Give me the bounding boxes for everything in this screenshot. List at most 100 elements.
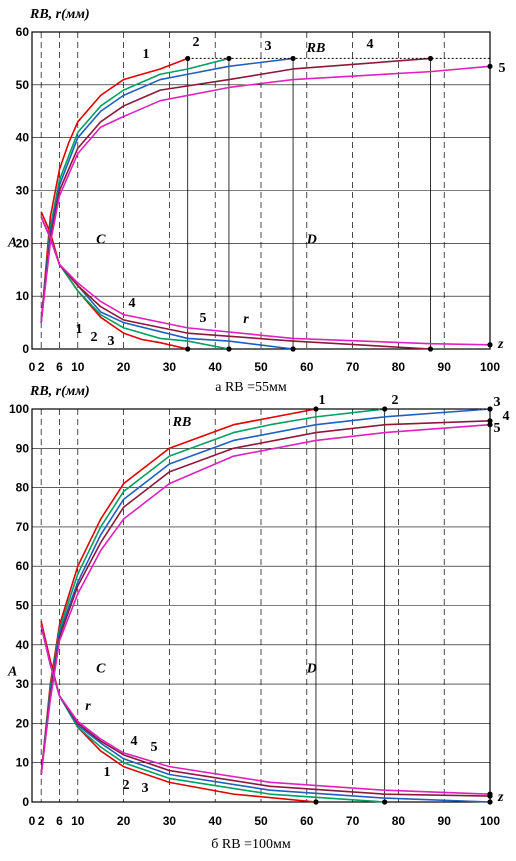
annotation-3: 3 [108,334,115,349]
series-4-rb-knee-point [487,418,493,424]
x-tick-label: 20 [117,814,131,828]
series-3-rb-line [40,408,491,775]
series-1-rb-line [40,408,317,775]
chart-caption: б RВ =100мм [211,837,291,852]
x-tick-label: 2 [38,814,45,828]
x-tick-label: 0 [29,360,36,374]
annotation-5: 5 [494,421,501,436]
x-tick-label: 100 [480,814,500,828]
series-1-r-line [40,211,188,350]
series-4-rb-line [40,419,491,775]
x-tick-label: 50 [254,814,268,828]
annotation-4: 4 [503,409,510,424]
y-tick-label: 90 [16,441,30,455]
series-1-rb-line [40,57,189,323]
x-tick-label: 6 [56,814,63,828]
y-tick-label: 60 [16,25,30,39]
annotation-1: 1 [143,47,150,62]
y-axis-label: RВ, r(мм) [29,7,90,22]
x-tick-label: 60 [300,360,314,374]
series-2-r-knee-point [382,799,388,805]
y-tick-label: 30 [16,184,30,198]
y-tick-label: 100 [9,402,29,416]
series-5-r-knee-point [487,791,493,797]
annotation-rb: RВ [172,415,192,430]
series-5-rb-knee-point [487,422,493,428]
region-a-label: A [7,235,17,250]
x-tick-label: 10 [71,814,85,828]
annotation-5: 5 [151,740,158,755]
x-tick-label: 6 [56,360,63,374]
series-3-rb-line [40,57,294,323]
y-tick-label: 10 [16,756,30,770]
annotation-2: 2 [123,778,130,793]
x-tick-label: 40 [209,814,223,828]
x-tick-label: 90 [438,814,452,828]
annotation-4: 4 [129,296,136,311]
annotation-1: 1 [76,322,83,337]
series-5-rb-line [40,423,491,775]
annotation-rb: RВ [306,41,326,56]
x-tick-label: 30 [163,360,177,374]
region-c-label: C [96,661,106,676]
x-tick-label: 80 [392,814,406,828]
x-tick-label: 2 [38,360,45,374]
annotation-3: 3 [494,395,501,410]
y-tick-label: 20 [16,716,30,730]
annotation-4: 4 [131,734,138,749]
annotation-2: 2 [91,330,98,345]
series-2-rb-line [40,408,385,775]
region-a-label: A [7,664,17,679]
y-tick-label: 40 [16,638,30,652]
x-tick-label: 50 [254,360,268,374]
annotation-1: 1 [319,393,326,408]
annotation-r: r [243,312,249,327]
y-tick-label: 10 [16,289,30,303]
y-tick-label: 30 [16,677,30,691]
annotation-2: 2 [392,393,399,408]
series-4-rb-knee-point [427,55,434,62]
series-5-rb-knee-point [487,63,493,69]
series-5-r-knee-point [487,342,493,348]
series-1-r-knee-point [313,799,319,805]
x-tick-label: 90 [438,360,452,374]
annotation-5: 5 [499,61,506,76]
annotation-4: 4 [367,37,374,52]
series-5-rb-line [40,65,491,323]
series-2-r-line [40,624,385,803]
x-tick-label: 100 [480,360,500,374]
y-tick-label: 60 [16,559,30,573]
y-tick-label: 0 [22,342,29,356]
y-axis-label: RВ, r(мм) [29,384,90,399]
series-4-r-knee-point [427,346,434,352]
x-tick-label: 30 [163,814,177,828]
y-tick-label: 20 [16,236,30,250]
y-tick-label: 80 [16,481,30,495]
series-4-rb-line [40,57,431,323]
y-tick-label: 50 [16,599,30,613]
x-tick-label: 0 [29,814,36,828]
x-tick-label: 10 [71,360,85,374]
series-2-rb-line [40,57,230,323]
series-5-r-line [40,624,491,795]
annotation-2: 2 [193,35,200,50]
y-tick-label: 70 [16,520,30,534]
x-tick-label: 60 [300,814,314,828]
annotation-3: 3 [142,781,149,796]
x-tick-label: 40 [209,360,223,374]
x-axis-label: z [497,337,504,352]
series-2-r-knee-point [226,346,232,352]
region-d-label: D [306,232,317,247]
x-tick-label: 70 [346,814,360,828]
region-d-label: D [306,661,317,676]
annotation-1: 1 [104,765,111,780]
x-tick-label: 70 [346,360,360,374]
y-tick-label: 0 [22,795,29,809]
x-tick-label: 80 [392,360,406,374]
series-3-r-knee-point [290,346,296,352]
annotation-5: 5 [200,311,207,326]
x-axis-label: z [497,790,504,805]
y-tick-label: 50 [16,78,30,92]
